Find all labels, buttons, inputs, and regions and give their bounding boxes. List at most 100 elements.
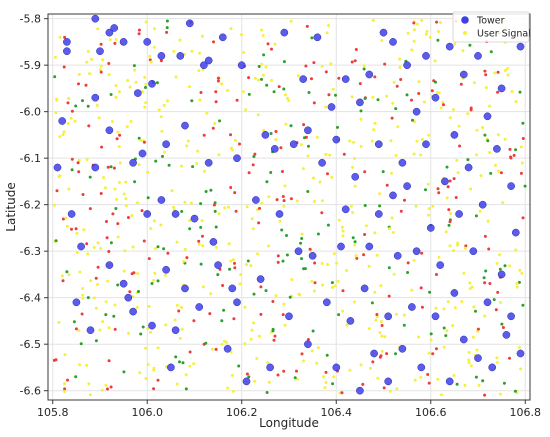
user-signal-point [114,38,118,41]
user-signal-point [85,242,89,246]
user-signal-point [144,83,148,86]
user-signal-point [229,186,233,189]
user-signal-point [474,375,478,379]
user-signal-point [198,98,202,102]
user-signal-point [77,158,81,162]
user-signal-point [486,139,490,143]
tower-point [214,261,222,269]
user-signal-point [128,85,132,89]
user-signal-point [99,64,103,68]
user-signal-point [107,359,111,363]
tower-point [445,42,454,51]
user-signal-point [78,270,82,274]
user-signal-point [136,272,140,275]
tower-point [365,70,374,79]
user-signal-point [484,73,488,77]
user-signal-point [399,78,403,81]
user-signal-point [419,286,423,290]
user-signal-point [352,300,356,304]
user-signal-point [197,242,201,246]
user-signal-point [378,355,382,359]
user-signal-point [81,296,85,300]
user-signal-point [431,204,435,208]
user-signal-point [508,356,511,360]
tower-point [289,140,298,149]
user-signal-point [88,393,92,397]
user-signal-point [115,197,119,201]
user-signal-point [390,171,393,175]
user-signal-point [75,231,79,235]
user-signal-point [308,247,312,251]
user-signal-point [372,128,376,132]
user-signal-point [426,373,430,376]
user-signal-point [352,140,356,144]
user-signal-point [428,290,432,294]
tower-point [464,163,473,172]
user-signal-point [92,246,96,249]
user-signal-point [331,87,335,91]
user-signal-point [325,353,329,357]
user-signal-point [276,254,280,258]
user-signal-point [355,256,359,260]
tower-point [185,19,194,28]
user-signal-point [139,138,143,142]
tower-point [143,38,152,46]
user-signal-point [122,192,126,196]
user-signal-point [419,153,423,157]
user-signal-point [94,339,98,343]
plot-frame [47,13,531,401]
user-signal-point [514,100,518,104]
user-signal-point [475,348,479,352]
user-signal-point [519,145,523,149]
user-signal-point [233,261,236,265]
user-signal-point [90,57,94,61]
user-signal-point [420,305,424,309]
tower-point [412,107,421,116]
y-axis-ticks: -5.8 -5.9 -6.0 -6.1 -6.2 -6.3 -6.4 -6.5 -6.6 [20,13,48,398]
user-signal-point [354,48,358,51]
user-signal-point [256,113,260,117]
user-signal-point [337,313,341,317]
tower-point [516,349,525,358]
user-signal-point [299,241,303,245]
user-signal-point [300,257,303,261]
user-signal-point [520,271,524,275]
tower-point [318,158,326,167]
tower-point [91,163,100,172]
user-signal-point [152,219,156,223]
tower-point [190,214,199,223]
tower-point [507,182,515,190]
user-signal-point [336,279,340,283]
user-signal-point [483,69,487,73]
user-signal-point [320,211,324,215]
tower-point [308,251,317,260]
user-signal-point [129,120,133,123]
user-signal-point [267,195,271,199]
user-signal-point [373,75,377,79]
user-signal-point [282,60,286,64]
tower-point [483,298,492,307]
user-signal-point [128,290,132,294]
user-signal-point [373,121,377,125]
user-signal-point [419,375,423,379]
user-signal-point [252,292,256,296]
user-signal-point [313,200,316,203]
user-signal-point [107,250,111,253]
user-signal-point [521,121,525,125]
tower-point [58,117,67,125]
x-axis-ticks: 105.8 106.0 106.2 106.4 106.6 106.8 [37,400,541,419]
user-signal-point [265,391,269,394]
user-signal-point [367,264,371,268]
user-signal-point [96,241,100,245]
user-signal-point [363,170,367,174]
user-signal-point [350,204,353,208]
user-signal-point [455,382,459,386]
tower-point [275,210,284,218]
tower-point [441,177,449,186]
user-signal-point [496,70,500,74]
user-signal-point [299,143,303,147]
y-tick-label: -6.6 [20,385,41,398]
user-signal-point [269,171,273,174]
y-tick-label: -5.8 [20,13,41,26]
user-signal-point [54,358,58,362]
